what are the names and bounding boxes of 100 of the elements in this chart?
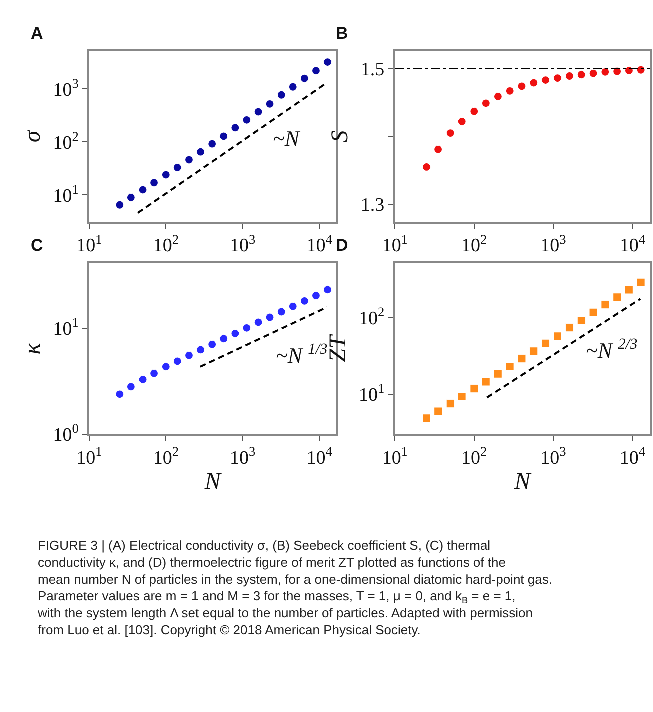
point bbox=[323, 58, 332, 67]
point bbox=[470, 107, 479, 116]
y-tick-label: 1.5 bbox=[360, 59, 385, 80]
point bbox=[116, 200, 124, 210]
chart-title: A bbox=[31, 24, 44, 43]
point bbox=[116, 390, 124, 399]
point bbox=[220, 334, 228, 344]
point bbox=[434, 145, 443, 154]
point bbox=[553, 74, 562, 83]
point bbox=[458, 392, 466, 402]
point bbox=[624, 286, 634, 294]
point bbox=[266, 313, 274, 322]
point bbox=[300, 296, 309, 306]
x-tick-label: 10$^{1}$ bbox=[382, 232, 408, 257]
point bbox=[518, 354, 526, 364]
x-axis-title: N bbox=[514, 468, 533, 495]
point bbox=[184, 351, 194, 360]
point bbox=[434, 407, 443, 416]
point bbox=[162, 362, 170, 372]
point bbox=[518, 82, 526, 91]
point bbox=[196, 148, 206, 156]
chart-title: D bbox=[336, 236, 348, 255]
point bbox=[530, 347, 538, 356]
point bbox=[422, 414, 432, 423]
point bbox=[494, 92, 502, 101]
x-tick-label: 10$^{2}$ bbox=[462, 444, 488, 470]
point bbox=[254, 108, 263, 116]
y-tick-label: 10$^{2}$ bbox=[53, 128, 79, 154]
y-axis-title: σ bbox=[20, 130, 46, 143]
y-tick-label: 10$^{0}$ bbox=[53, 421, 80, 446]
y-axis-title: κ bbox=[20, 342, 46, 355]
point bbox=[589, 69, 598, 78]
point bbox=[494, 370, 502, 378]
point bbox=[312, 292, 321, 300]
point bbox=[542, 76, 550, 85]
x-tick-label: 10$^{2}$ bbox=[462, 232, 488, 257]
point bbox=[150, 369, 159, 378]
x-tick-label: 10$^{2}$ bbox=[153, 444, 179, 470]
y-tick-label: 10$^{1}$ bbox=[53, 315, 79, 340]
point bbox=[577, 70, 586, 80]
x-tick-label: 10$^{2}$ bbox=[153, 232, 179, 257]
annotation: ~N $^{1/3}$ bbox=[276, 341, 328, 368]
point bbox=[162, 170, 170, 180]
point bbox=[288, 82, 298, 92]
point bbox=[589, 308, 598, 317]
point bbox=[242, 116, 252, 124]
point bbox=[173, 163, 182, 172]
x-tick-label: 10$^{4}$ bbox=[306, 232, 333, 257]
point bbox=[150, 178, 159, 188]
point bbox=[126, 193, 136, 202]
annotation: ~N bbox=[273, 126, 301, 151]
point bbox=[220, 132, 228, 141]
point bbox=[184, 156, 194, 164]
x-tick-label: 10$^{4}$ bbox=[306, 444, 333, 470]
point bbox=[446, 128, 455, 138]
y-tick-label: 10$^{2}$ bbox=[359, 304, 385, 330]
x-tick-label: 10$^{1}$ bbox=[382, 444, 408, 470]
point bbox=[126, 382, 136, 392]
y-tick-label: 10$^{3}$ bbox=[53, 76, 80, 101]
point bbox=[577, 316, 586, 325]
point bbox=[277, 90, 286, 100]
point bbox=[422, 162, 432, 172]
chart-title: C bbox=[31, 236, 44, 255]
point bbox=[266, 100, 274, 108]
x-tick-label: 10$^{4}$ bbox=[620, 444, 646, 470]
point bbox=[312, 66, 321, 76]
point bbox=[300, 74, 309, 83]
point bbox=[196, 346, 206, 354]
point bbox=[138, 375, 148, 384]
chart-title: B bbox=[336, 24, 348, 43]
point bbox=[446, 400, 455, 408]
point bbox=[482, 378, 490, 386]
y-tick-label: 10$^{1}$ bbox=[53, 182, 79, 207]
y-tick-label: 10$^{1}$ bbox=[359, 381, 385, 406]
point bbox=[506, 86, 514, 96]
point bbox=[277, 308, 286, 316]
x-axis-title: N bbox=[204, 468, 223, 495]
point bbox=[323, 286, 332, 294]
x-tick-label: 10$^{1}$ bbox=[76, 444, 102, 470]
caption: FIGURE 3 | (A) Electrical conductivity σ, (B) Seebeck coefficient S, (C) thermal conductivity κ, and (D) thermoelectric figure of merit ZT plotted as functions of the mean number N of particles in the system, for a one-dimensional diatomic hard-point gas. Parameter values are m = 1 and M = 3 for the masses, T = 1, μ = 0, and k$_{B}$ = e = 1, with the system length Λ set equal to the number of particles. Adapted with permission from Luo et al. [103]. Copyright © 2018 American Physical Society. bbox=[37, 538, 552, 638]
point bbox=[208, 340, 217, 349]
point bbox=[636, 278, 646, 287]
point bbox=[173, 357, 182, 366]
point bbox=[288, 302, 298, 311]
point bbox=[231, 124, 240, 132]
point bbox=[242, 324, 252, 332]
y-axis-title: S bbox=[328, 130, 354, 143]
x-tick-label: 10$^{3}$ bbox=[540, 232, 567, 257]
x-tick-label: 10$^{3}$ bbox=[230, 232, 256, 257]
y-tick-label: 1.3 bbox=[360, 195, 385, 216]
annotation: ~N $^{2/3}$ bbox=[586, 336, 638, 364]
point bbox=[565, 72, 574, 81]
point bbox=[231, 329, 240, 338]
point bbox=[254, 318, 263, 327]
point bbox=[565, 324, 574, 332]
point bbox=[138, 186, 148, 194]
point bbox=[470, 384, 479, 394]
point bbox=[506, 362, 514, 372]
point bbox=[613, 292, 622, 302]
point bbox=[458, 117, 466, 126]
